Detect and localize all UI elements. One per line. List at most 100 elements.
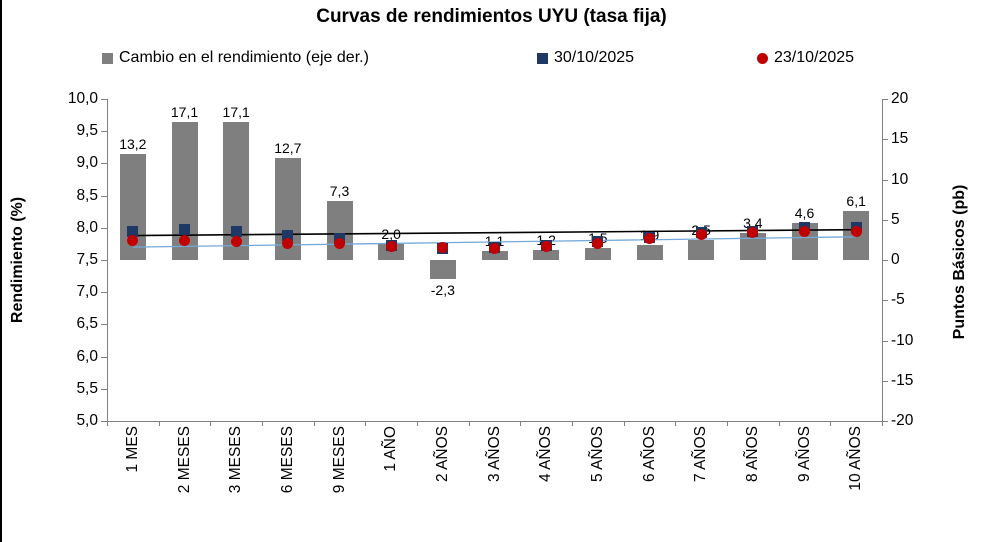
x-axis-tick (520, 421, 522, 426)
bar (688, 239, 715, 260)
right-axis-tick-label: 0 (891, 251, 900, 268)
x-axis-tick (158, 421, 160, 426)
left-axis-tick (101, 99, 107, 100)
left-axis-tick (101, 195, 107, 197)
left-axis-tick (101, 292, 107, 294)
circle-marker (644, 233, 655, 245)
bar (429, 260, 456, 279)
right-axis-tick (882, 260, 888, 261)
right-axis-tick (882, 139, 888, 141)
square-marker (127, 226, 139, 238)
bar-value-label: -2,3 (430, 281, 455, 298)
circle-marker (747, 227, 759, 239)
bar (636, 244, 663, 260)
right-axis-tick-label: -5 (891, 291, 905, 309)
circle-marker (179, 235, 190, 247)
circle-marker (799, 225, 810, 237)
x-axis-tick (830, 421, 832, 426)
right-axis-tick (882, 99, 888, 100)
left-axis-tick (101, 421, 107, 422)
left-axis-tick-label: 9,0 (76, 154, 98, 172)
bar (326, 201, 353, 260)
right-axis-tick-label: 10 (891, 170, 909, 188)
legend-label: Cambio en el rendimiento (eje der.) (119, 49, 369, 66)
left-axis-tick-label: 9,5 (76, 122, 98, 140)
circle-marker (230, 236, 242, 248)
left-axis-tick (101, 131, 107, 133)
circle-marker (850, 226, 862, 238)
circle-marker (334, 237, 345, 249)
legend-square-marker-icon (537, 52, 548, 64)
circle-marker (695, 229, 707, 241)
right-axis-tick (882, 380, 888, 382)
right-axis-tick-label: 20 (891, 90, 909, 107)
legend-label: 23/10/2025 (774, 49, 855, 66)
left-axis-tick-label: 7,0 (76, 283, 98, 301)
left-axis-tick (101, 324, 107, 326)
left-axis-tick (101, 260, 107, 261)
left-axis-tick (101, 163, 107, 165)
legend-label: 30/10/2025 (554, 49, 635, 66)
left-axis-tick-label: 7,5 (76, 251, 98, 268)
x-axis-tick (778, 421, 780, 426)
left-axis-tick (101, 388, 107, 390)
bar (584, 247, 611, 260)
circle-marker (282, 238, 294, 250)
legend-square-marker-icon (102, 52, 113, 64)
circle-marker (385, 240, 397, 252)
bar (481, 251, 508, 260)
23/10/2025-line (132, 236, 857, 248)
right-axis-tick-label: 15 (891, 130, 909, 148)
right-axis-tick-label: -10 (891, 331, 914, 349)
circle-marker (592, 237, 604, 249)
square-marker (282, 230, 294, 242)
x-axis-tick (468, 421, 470, 426)
left-axis-tick-label: 10,0 (67, 90, 98, 107)
right-axis-tick (882, 219, 888, 221)
bar-value-label: 17,1 (170, 104, 199, 121)
legend-item: 30/10/2025 (537, 48, 634, 68)
x-axis-tick (262, 421, 263, 426)
right-axis-tick (882, 179, 888, 181)
left-axis-tick-label: 5,5 (76, 379, 98, 397)
bar-value-label: 7,3 (329, 183, 350, 200)
bar-value-label: 6,1 (846, 192, 866, 209)
left-axis-tick (101, 356, 107, 358)
x-axis-tick (313, 421, 315, 426)
legend-item: Cambio en el rendimiento (eje der.) (102, 48, 369, 68)
bar (533, 250, 560, 260)
right-axis-tick (882, 421, 888, 422)
left-axis-tick-label: 5,0 (76, 412, 98, 429)
legend-item: 23/10/2025 (757, 48, 854, 68)
right-axis-tick-label: -20 (891, 412, 914, 429)
bar-value-label: 13,2 (119, 135, 147, 152)
x-axis-tick (675, 421, 677, 426)
x-axis-tick (365, 421, 367, 426)
circle-marker (540, 240, 552, 252)
bar-value-label: 12,7 (274, 139, 302, 156)
x-axis-tick (572, 421, 573, 426)
square-marker (179, 224, 190, 236)
left-axis-tick-label: 6,5 (76, 315, 98, 333)
legend-circle-marker-icon (757, 52, 768, 64)
chart-title: Curvas de rendimientos UYU (tasa fija) (316, 6, 667, 27)
left-axis-tick-label: 6,0 (76, 347, 98, 365)
30/10/2025-line (132, 228, 857, 237)
bar-value-label: 4,6 (794, 204, 815, 221)
left-axis-tick-label: 8,5 (76, 186, 98, 204)
right-axis-tick (882, 300, 888, 302)
x-axis-tick (210, 421, 212, 426)
circle-marker (437, 241, 449, 253)
square-marker (230, 225, 242, 237)
x-axis-tick (107, 421, 108, 426)
left-axis-tick-label: 8,0 (76, 218, 98, 236)
bar-value-label: 17,1 (222, 104, 250, 121)
left-axis-tick (101, 227, 107, 229)
x-axis-tick (727, 421, 728, 426)
left-axis-line (107, 99, 108, 421)
right-axis-tick-label: -15 (891, 371, 914, 389)
x-axis-tick (417, 421, 418, 426)
circle-marker (127, 234, 139, 246)
